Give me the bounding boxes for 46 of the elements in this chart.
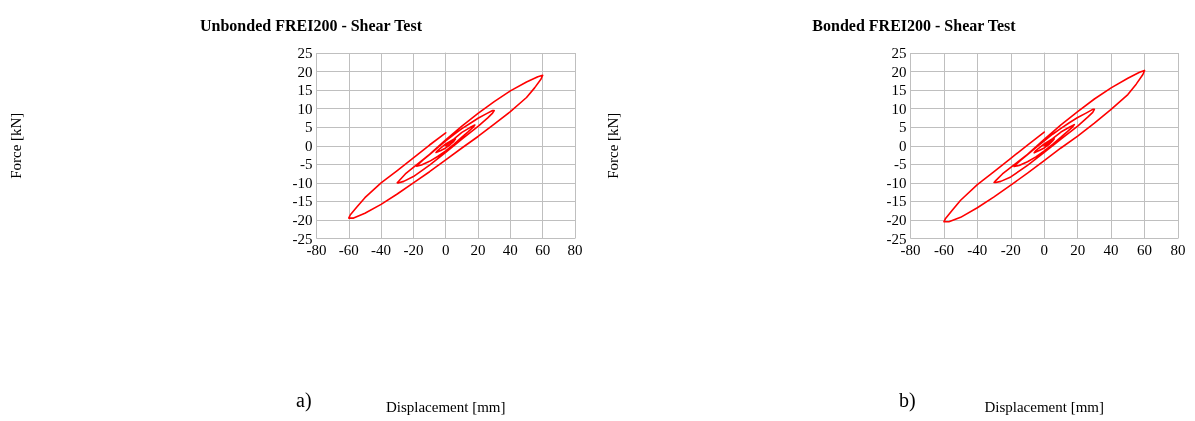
line-series [347,74,544,219]
x-axis-title: Displacement [mm] [984,399,1104,415]
chart-title: Unbonded FREI200 - Shear Test [200,16,423,34]
x-tick-label: -20 [1000,242,1021,258]
x-axis-title: Displacement [mm] [385,399,506,415]
y-tick-label: 25 [297,45,313,61]
chart-title: Bonded FREI200 - Shear Test [812,16,1017,34]
x-tick-label: 80 [567,242,583,258]
x-tick-label: -20 [403,242,424,258]
x-tick-label: 0 [1040,242,1048,258]
line-series [943,69,1146,223]
y-tick-label: 20 [297,63,313,80]
x-tick-label: 60 [535,242,551,258]
y-axis-title: Force [kN] [604,112,621,179]
y-tick-label: -20 [292,211,313,228]
y-tick-label: 5 [304,119,313,136]
y-tick-label: -15 [886,193,907,210]
y-tick-label: 25 [891,45,907,61]
y-tick-label: -10 [292,174,313,191]
text: b) [899,389,916,412]
x-tick-label: -60 [933,242,954,258]
x-tick-label: 80 [1170,242,1186,258]
x-tick-label: 20 [1070,242,1086,258]
y-tick-label: -5 [893,156,907,173]
x-tick-label: 40 [1103,242,1119,258]
y-tick-label: -15 [292,193,313,210]
y-tick-label: 15 [297,82,313,99]
x-tick-label: 60 [1137,242,1153,258]
y-tick-label: 10 [297,100,313,117]
x-tick-label: -60 [338,242,359,258]
y-tick-label: -5 [299,156,313,173]
y-tick-label: 10 [891,100,907,117]
y-axis-title: Force [kN] [7,112,24,179]
y-tick-label: 0 [898,137,907,154]
x-tick-label: 0 [441,242,450,258]
y-tick-label: 20 [891,63,907,80]
x-tick-label: 40 [502,242,518,258]
x-tick-label: 20 [470,242,486,258]
y-tick-label: 5 [898,119,907,136]
x-tick-label: -40 [967,242,988,258]
y-tick-label: -10 [886,174,907,191]
y-tick-label: 15 [891,82,907,99]
y-tick-label: -20 [886,211,907,228]
y-tick-label: 0 [304,137,313,154]
text: a) [296,389,312,412]
x-tick-label: -40 [371,242,392,258]
